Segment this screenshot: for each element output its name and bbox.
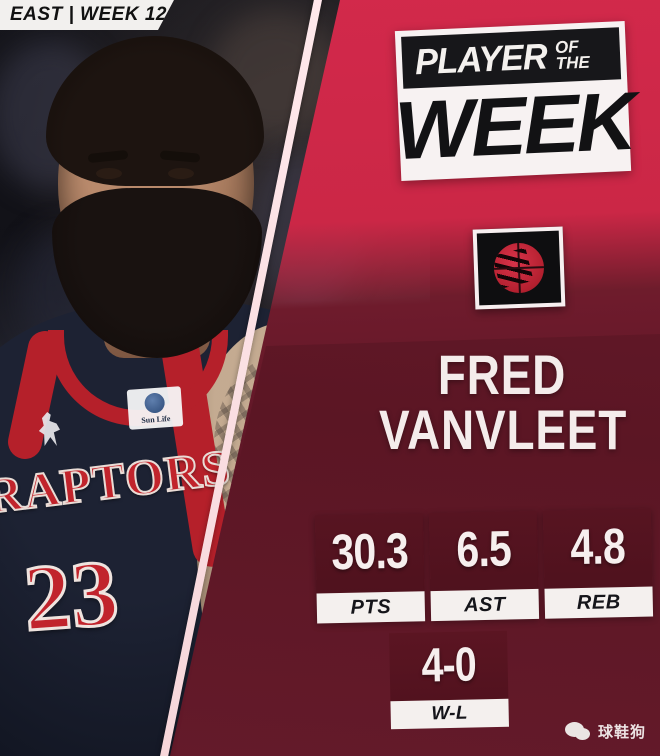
stat-value: 30.3 xyxy=(330,522,409,581)
sun-life-sponsor-patch: Sun Life xyxy=(126,386,184,430)
stat-box-ast: 6.5 AST xyxy=(428,510,540,622)
team-logo-badge xyxy=(472,226,566,310)
raptors-basketball-icon xyxy=(493,242,545,294)
wechat-bubble-small xyxy=(574,727,590,740)
record-label: W-L xyxy=(390,698,509,730)
award-line-player: PLAYER xyxy=(414,35,548,83)
wechat-watermark: 球鞋狗 xyxy=(564,721,646,742)
stat-box-pts: 30.3 PTS xyxy=(314,513,426,624)
sun-life-label: Sun Life xyxy=(140,413,171,425)
player-first-name: FRED xyxy=(437,343,567,406)
award-of-the-stack: OF THE xyxy=(555,37,591,74)
conference-week-banner: EAST | WEEK 12 xyxy=(0,0,174,30)
wechat-account-name: 球鞋狗 xyxy=(597,724,646,741)
stat-value: 4.8 xyxy=(569,518,626,576)
banner-label: EAST | WEEK 12 xyxy=(10,4,167,25)
player-eye xyxy=(168,168,194,179)
player-last-name: VANVLEET xyxy=(379,398,628,462)
stat-label: REB xyxy=(544,586,654,619)
stat-box-reb: 4.8 REB xyxy=(542,508,654,619)
stat-line: 30.3 PTS 6.5 AST 4.8 REB xyxy=(314,508,654,624)
sun-life-globe-icon xyxy=(143,391,166,414)
stat-value: 6.5 xyxy=(455,520,512,578)
player-name: FRED VANVLEET xyxy=(352,343,652,462)
stat-label: PTS xyxy=(316,591,426,624)
record-value: 4-0 xyxy=(420,637,477,693)
player-eye xyxy=(96,168,122,179)
player-of-the-week-lockup: PLAYER OF THE WEEK xyxy=(393,21,635,181)
stat-label: AST xyxy=(430,588,540,622)
stat-box-record: 4-0 W-L xyxy=(389,630,509,730)
award-line-week: WEEK xyxy=(392,75,636,178)
raptor-claw-icon xyxy=(493,247,534,289)
jersey-number: 23 xyxy=(19,539,123,652)
award-line-the: THE xyxy=(555,52,591,74)
player-hair xyxy=(46,36,264,186)
wechat-icon xyxy=(564,721,591,742)
award-week-panel: WEEK xyxy=(393,76,635,177)
